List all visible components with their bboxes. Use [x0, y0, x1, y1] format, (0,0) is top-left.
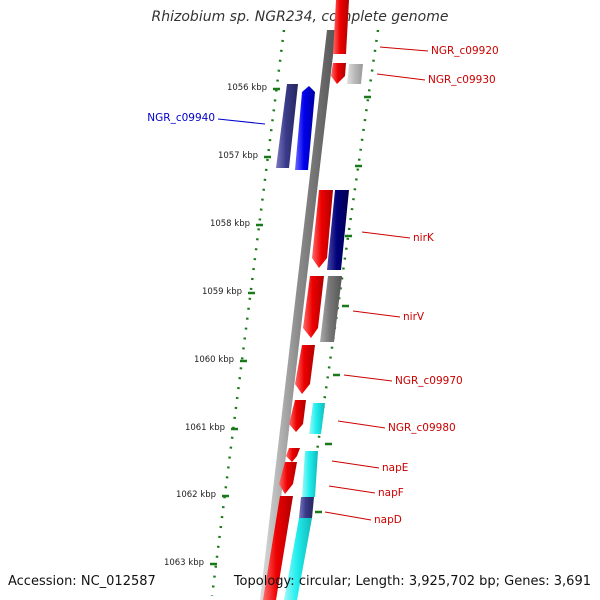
scale-tick-label: 1061 kbp: [185, 423, 225, 433]
scale-tick-label: 1062 kbp: [176, 490, 216, 500]
genes-label: Genes:: [504, 574, 550, 589]
scale-tick-label: 1059 kbp: [202, 287, 242, 297]
gene-label-nirv[interactable]: nirV: [403, 311, 425, 323]
gene-nape-red-arrow[interactable]: [286, 448, 300, 462]
right-scale-ticks: [315, 95, 371, 514]
topology-value: circular: [298, 574, 347, 589]
gene-label-nirk[interactable]: nirK: [413, 232, 435, 244]
gene-labels: NGR_c09920 NGR_c09930 NGR_c09940 nirK ni…: [147, 45, 498, 526]
gene-ngr-c09940-block[interactable]: [276, 84, 298, 168]
length-label: Length:: [355, 574, 405, 589]
genes-value: 3,691: [553, 574, 591, 589]
gene-small-red-arrow[interactable]: [331, 63, 346, 84]
gene-napf-red-arrow[interactable]: [279, 462, 297, 494]
gene-cyan-lower-segment[interactable]: [284, 518, 312, 600]
gene-label-ngr-c09920[interactable]: NGR_c09920: [431, 45, 499, 57]
scale-tick-labels: 1056 kbp 1057 kbp 1058 kbp 1059 kbp 1060 kbp…: [164, 83, 267, 568]
topology-label: Topology:: [233, 574, 295, 589]
gene-nirv-block[interactable]: [320, 276, 342, 342]
gene-napd-indigo-block[interactable]: [299, 497, 314, 518]
accession-info: Accession: NC_012587: [8, 574, 156, 589]
label-leader-lines: [217, 46, 429, 521]
gene-red-arrow-nirv[interactable]: [303, 276, 324, 338]
genome-backbone: [260, 30, 336, 600]
gene-label-ngr-c09980[interactable]: NGR_c09980: [388, 422, 456, 434]
scale-tick-label: 1057 kbp: [218, 151, 258, 161]
gene-ngr-c09970-arrow[interactable]: [295, 345, 315, 394]
length-value: 3,925,702 bp: [408, 574, 496, 589]
left-scale-ticks: [210, 87, 280, 566]
gene-label-napd[interactable]: napD: [374, 514, 402, 526]
gene-label-nape[interactable]: napE: [382, 462, 408, 474]
gene-ngr-c09920-arrow[interactable]: [333, 0, 349, 54]
map-title: Rhizobium sp. NGR234, complete genome: [151, 9, 449, 25]
outer-gene-track: [263, 0, 363, 600]
gene-blue-arrow[interactable]: [295, 86, 315, 170]
accession-label: Accession:: [8, 574, 77, 589]
inner-gene-track: [276, 84, 315, 170]
gene-ngr-c09980-red-arrow[interactable]: [289, 400, 306, 432]
scale-tick-label: 1060 kbp: [194, 355, 234, 365]
gene-nirk-arrow[interactable]: [312, 190, 333, 268]
gene-label-napf[interactable]: napF: [378, 487, 404, 499]
gene-red-lower-segment[interactable]: [263, 496, 293, 600]
genome-stats: Topology: circular; Length: 3,925,702 bp…: [233, 574, 591, 589]
gene-ngr-c09930-block[interactable]: [347, 64, 363, 84]
gene-label-ngr-c09940[interactable]: NGR_c09940: [147, 112, 215, 124]
gene-nap-cyan-segment[interactable]: [302, 451, 318, 497]
gene-navy-arrow[interactable]: [327, 190, 349, 270]
accession-value: NC_012587: [80, 574, 156, 589]
gene-ngr-c09980-cyan-block[interactable]: [309, 403, 325, 434]
scale-tick-label: 1058 kbp: [210, 219, 250, 229]
gene-label-ngr-c09970[interactable]: NGR_c09970: [395, 375, 463, 387]
scale-tick-label: 1063 kbp: [164, 558, 204, 568]
scale-tick-label: 1056 kbp: [227, 83, 267, 93]
gene-label-ngr-c09930[interactable]: NGR_c09930: [428, 74, 496, 86]
